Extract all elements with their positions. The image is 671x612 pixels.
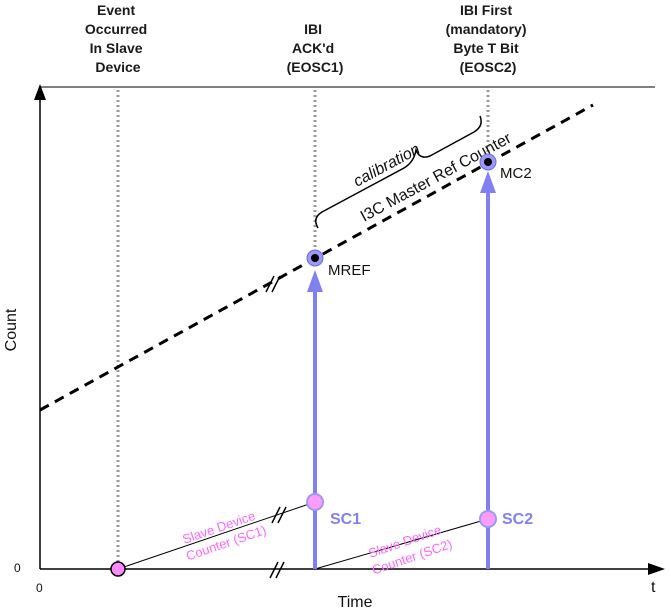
slave-counter-sc2-line [314,518,489,570]
mref-point-center [311,254,319,262]
break-mark-ref-line [265,275,281,293]
break-mark-x-axis [269,561,285,579]
sc1-arrowhead-icon [307,270,323,292]
header-ibi-ack: IBI ACK'd (EOSC1) [287,21,344,75]
mref-label: MREF [328,262,371,279]
x-axis-label: Time [338,594,373,611]
sc2-point [479,510,497,528]
break-mark-sc1 [271,506,287,524]
header-ibi-first: IBI First (mandatory) Byte T Bit (EOSC2) [446,2,531,75]
sc2-arrowhead-icon [480,171,496,193]
origin-y-label: 0 [14,561,21,575]
x-axis-arrow-icon [648,563,665,575]
sc2-label: SC2 [502,511,533,528]
sc1-label: SC1 [330,511,361,528]
header-event: Event Occurred In Slave Device [85,2,151,75]
slave-counter-sc1-label: Slave Device Counter (SC1) [178,506,268,564]
mc2-point-center [484,158,492,166]
calibration-brace [315,115,482,229]
x-end-label: t [651,579,656,596]
origin-x-label: 0 [36,581,43,595]
y-axis-label: Count [3,308,20,351]
mc2-label: MC2 [500,165,532,182]
event-point [110,561,126,577]
y-axis-arrow-icon [34,84,46,100]
sc1-point [306,493,324,511]
